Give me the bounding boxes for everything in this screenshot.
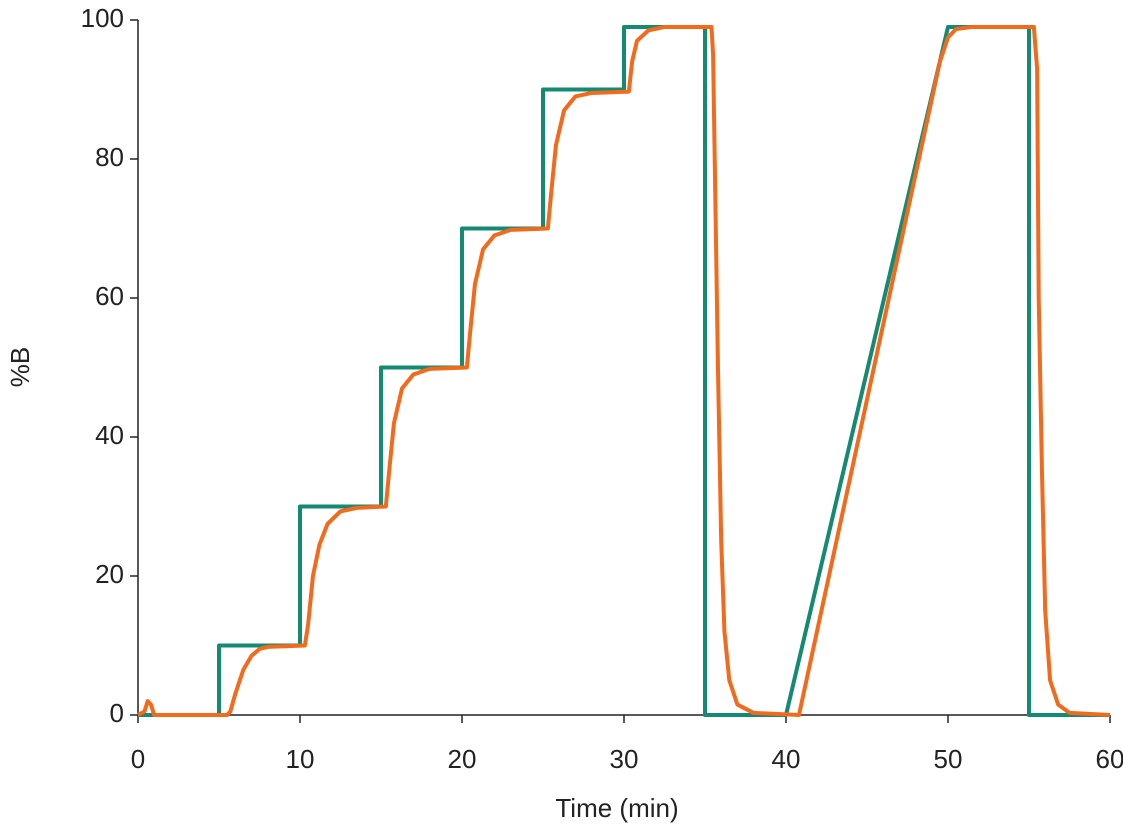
y-tick-label: 60 xyxy=(95,281,124,311)
x-tick-label: 0 xyxy=(131,744,145,774)
y-tick-label: 20 xyxy=(95,559,124,589)
x-axis-label: Time (min) xyxy=(555,793,678,823)
x-tick-label: 10 xyxy=(286,744,315,774)
y-tick-label: 0 xyxy=(110,698,124,728)
series-line xyxy=(137,24,1111,717)
x-tick-label: 20 xyxy=(448,744,477,774)
x-tick-label: 50 xyxy=(934,744,963,774)
y-tick-label: 100 xyxy=(81,3,124,33)
y-tick-label: 80 xyxy=(95,142,124,172)
y-tick-label: 40 xyxy=(95,420,124,450)
y-axis-label: %B xyxy=(5,347,35,387)
x-tick-label: 40 xyxy=(772,744,801,774)
series-line xyxy=(138,24,1110,717)
x-tick-label: 30 xyxy=(610,744,639,774)
x-tick-label: 60 xyxy=(1096,744,1123,774)
